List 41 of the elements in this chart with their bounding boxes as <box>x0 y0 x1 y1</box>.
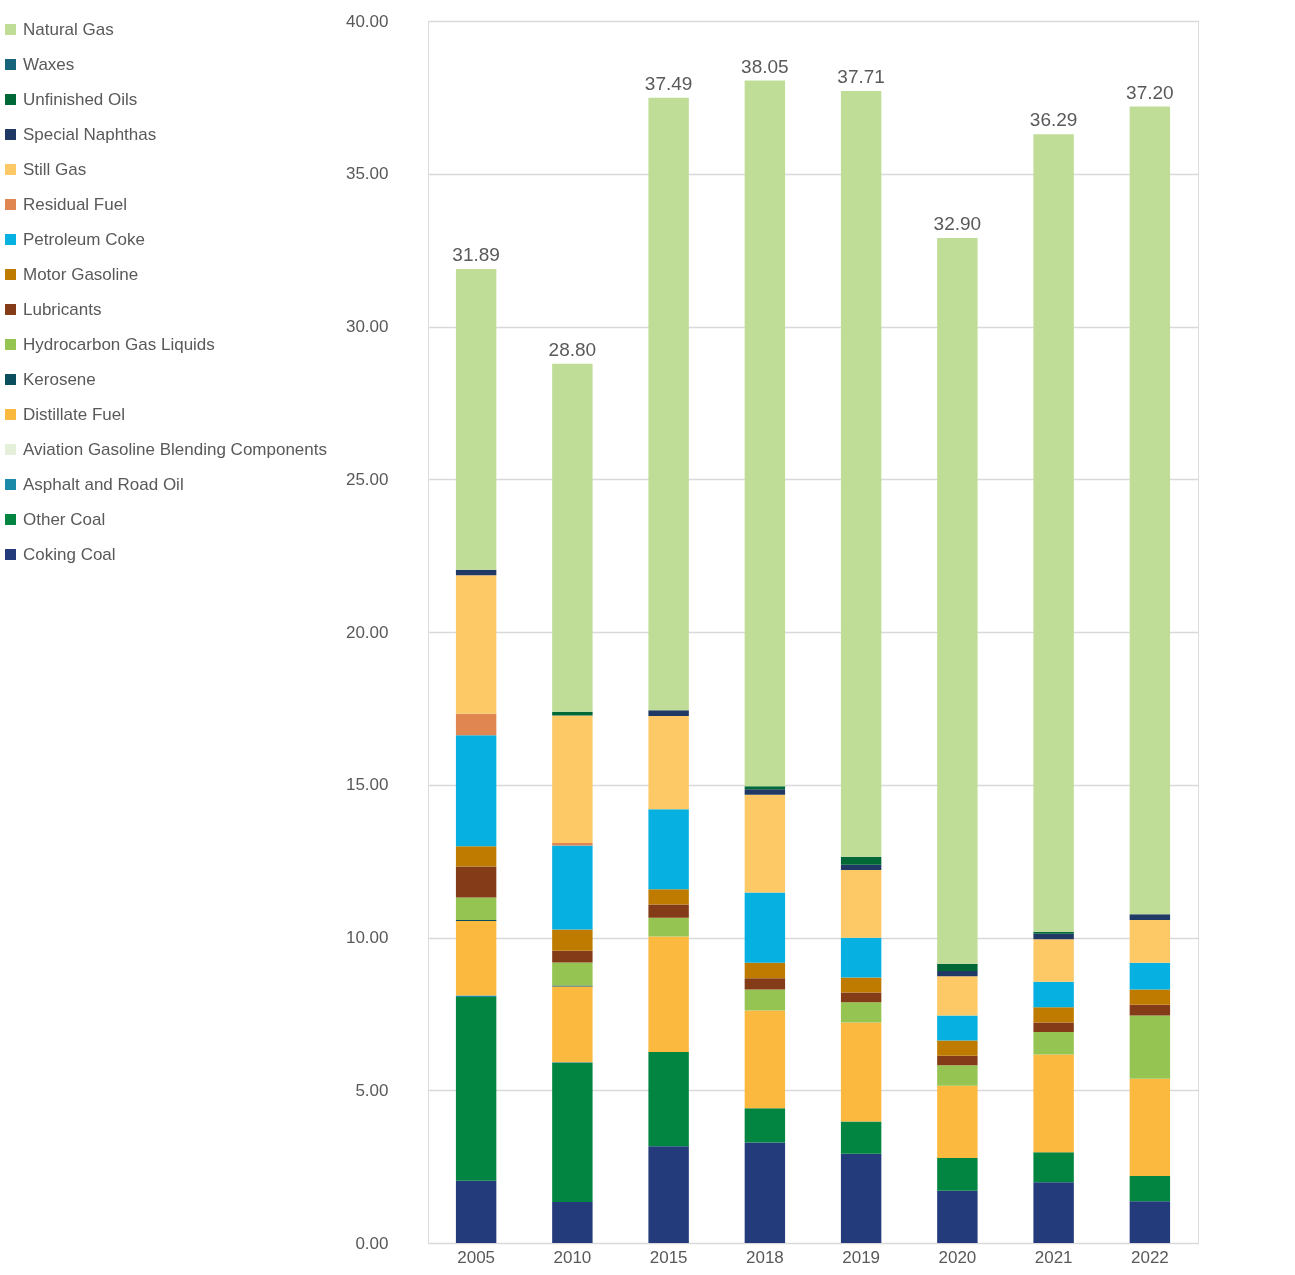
y-tick-label: 10.00 <box>345 928 389 947</box>
legend-label: Residual Fuel <box>23 194 127 214</box>
total-label: 37.20 <box>1126 81 1174 103</box>
x-tick-label: 2019 <box>842 1247 881 1267</box>
x-tick-label: 2020 <box>938 1247 977 1267</box>
total-label: 32.90 <box>933 212 982 234</box>
total-label: 37.71 <box>837 65 885 87</box>
legend-label: Natural Gas <box>23 19 114 39</box>
y-tick-label: 25.00 <box>345 469 389 489</box>
legend-label: Still Gas <box>23 159 87 179</box>
legend-label: Coking Coal <box>23 544 116 564</box>
x-tick-label: 2015 <box>649 1247 688 1267</box>
legend-label: Hydrocarbon Gas Liquids <box>23 334 215 354</box>
x-tick-label: 2022 <box>1130 1247 1169 1267</box>
legend-label: Special Naphthas <box>23 124 157 144</box>
legend-label: Waxes <box>23 54 75 74</box>
legend-label: Asphalt and Road Oil <box>23 474 184 494</box>
x-tick-label: 2018 <box>745 1247 784 1267</box>
legend-label: Aviation Gasoline Blending Components <box>23 439 327 459</box>
y-tick-label: 40.00 <box>345 11 389 31</box>
y-tick-label: 30.00 <box>345 317 389 336</box>
x-tick-label: 2021 <box>1034 1247 1073 1267</box>
x-tick-label: 2010 <box>553 1247 592 1267</box>
legend-label: Lubricants <box>23 299 102 319</box>
total-label: 31.89 <box>452 244 500 266</box>
legend-label: Petroleum Coke <box>23 229 145 249</box>
y-tick-label: 0.00 <box>355 1233 389 1253</box>
x-tick-label: 2005 <box>457 1247 496 1267</box>
legend-label: Other Coal <box>23 509 106 529</box>
legend-label: Motor Gasoline <box>23 264 139 284</box>
y-tick-label: 5.00 <box>355 1080 389 1100</box>
total-label: 38.05 <box>741 55 789 77</box>
legend-label: Unfinished Oils <box>23 89 138 109</box>
y-tick-label: 20.00 <box>345 622 389 642</box>
legend-label: Distillate Fuel <box>23 404 126 424</box>
legend-label: Kerosene <box>23 369 96 389</box>
y-tick-label: 15.00 <box>345 775 389 795</box>
total-label: 36.29 <box>1029 109 1078 131</box>
total-label: 37.49 <box>644 72 693 94</box>
total-label: 28.80 <box>548 338 597 360</box>
y-tick-label: 35.00 <box>345 164 389 184</box>
